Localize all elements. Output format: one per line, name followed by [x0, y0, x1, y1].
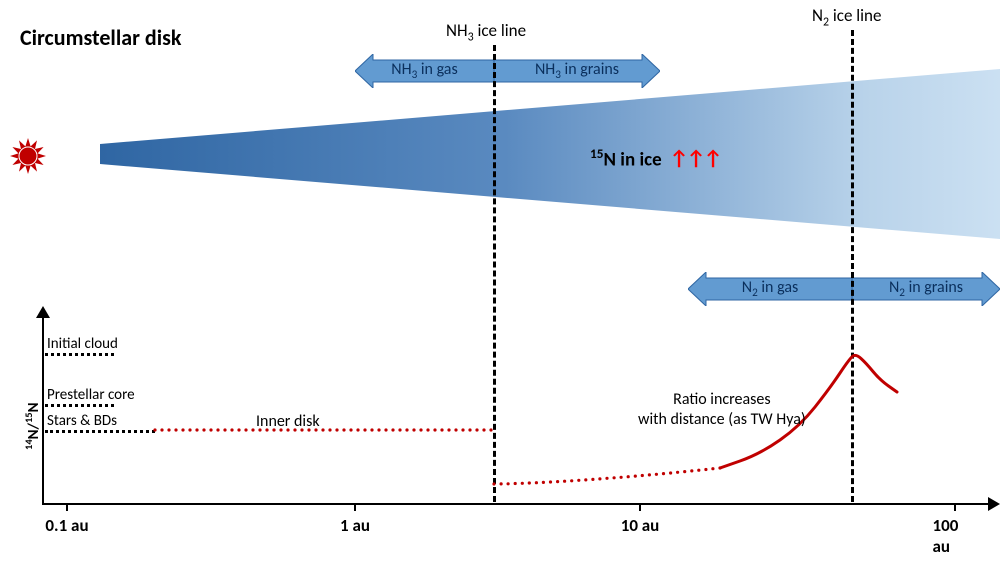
ratio-increase-text: Ratio increaseswith distance (as TW Hya)	[638, 390, 806, 430]
ratio-curve	[0, 0, 1000, 565]
